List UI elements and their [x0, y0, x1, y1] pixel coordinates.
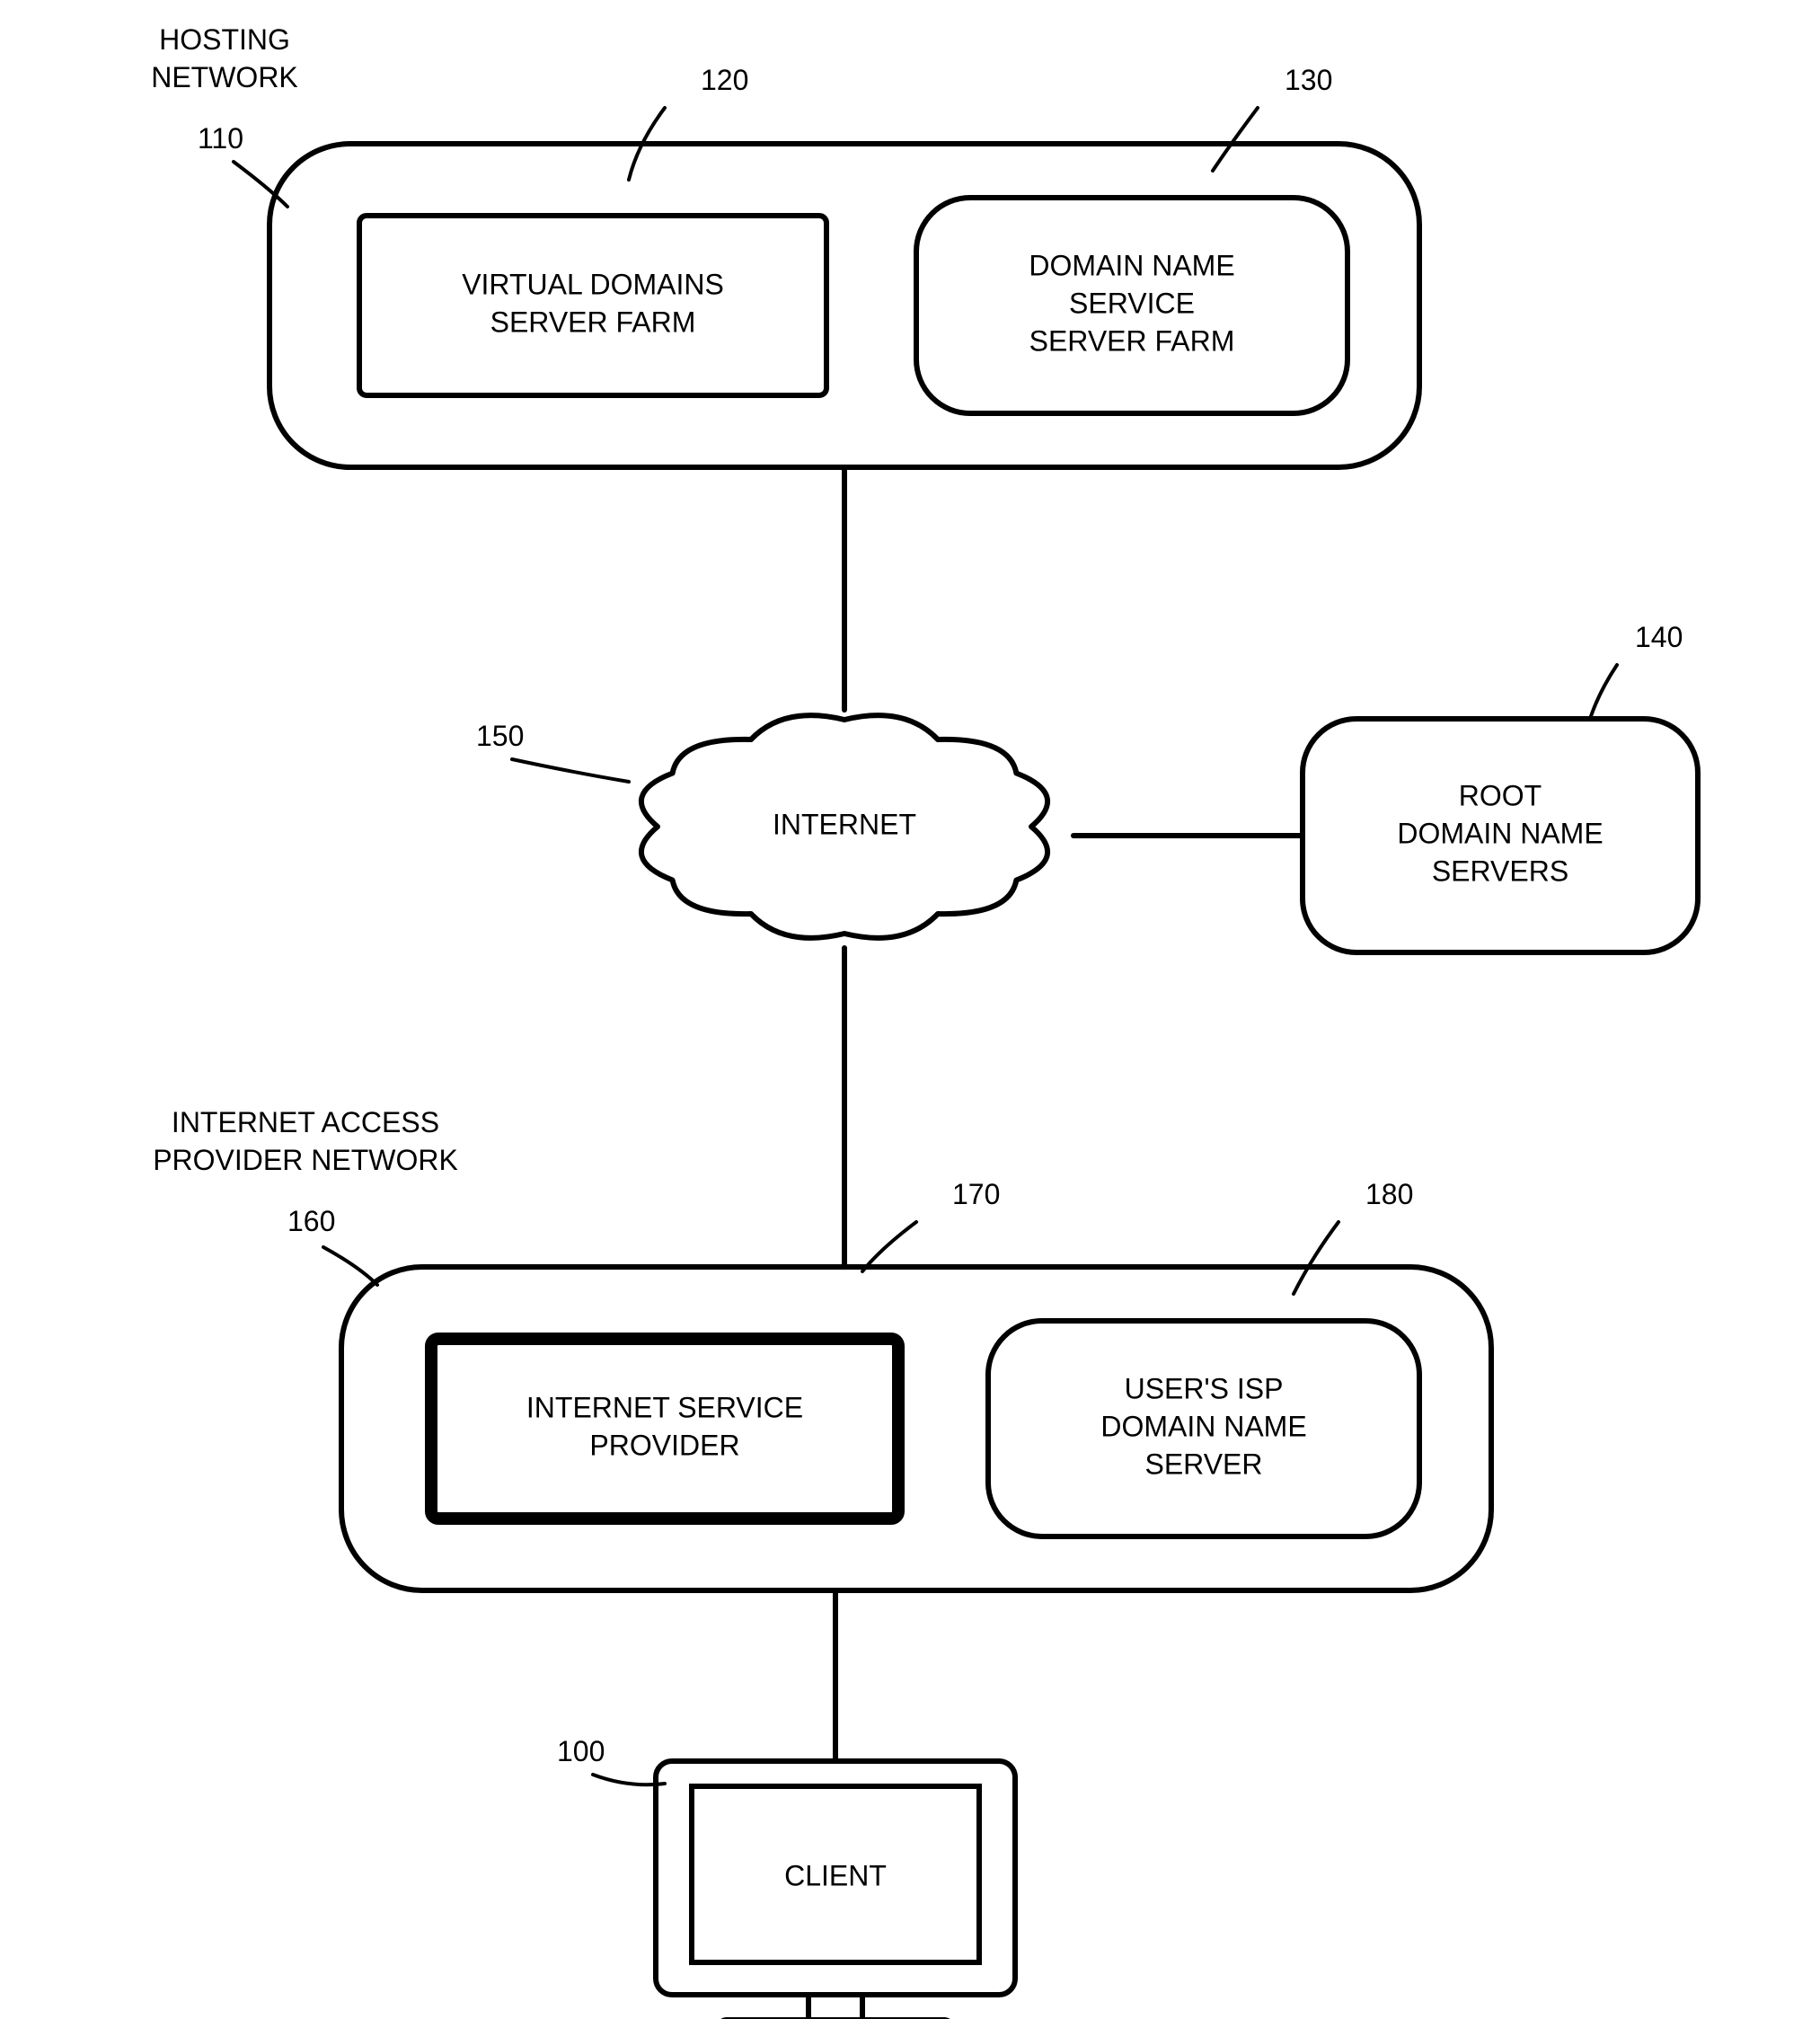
node-internet_cloud: INTERNET: [641, 715, 1047, 938]
node-isp: INTERNET SERVICE PROVIDER: [431, 1339, 898, 1519]
svg-text:CLIENT: CLIENT: [784, 1859, 887, 1891]
node-user_isp_dns: USER'S ISP DOMAIN NAME SERVER: [988, 1321, 1419, 1536]
svg-text:NETWORK: NETWORK: [151, 61, 298, 93]
svg-text:USER'S ISP: USER'S ISP: [1125, 1372, 1284, 1404]
svg-text:HOSTING: HOSTING: [159, 23, 290, 56]
svg-text:INTERNET ACCESS: INTERNET ACCESS: [172, 1106, 439, 1138]
svg-text:130: 130: [1285, 64, 1332, 96]
svg-text:PROVIDER: PROVIDER: [589, 1429, 739, 1461]
svg-text:INTERNET: INTERNET: [773, 808, 916, 840]
svg-text:SERVICE: SERVICE: [1069, 287, 1195, 319]
svg-text:VIRTUAL DOMAINS: VIRTUAL DOMAINS: [462, 268, 724, 300]
svg-text:SERVER FARM: SERVER FARM: [490, 306, 696, 338]
svg-text:SERVER FARM: SERVER FARM: [1029, 324, 1235, 357]
svg-text:ROOT: ROOT: [1459, 779, 1542, 811]
node-client_monitor: CLIENT: [656, 1761, 1015, 2019]
svg-text:PROVIDER NETWORK: PROVIDER NETWORK: [153, 1144, 458, 1176]
svg-text:100: 100: [557, 1735, 605, 1767]
svg-text:160: 160: [287, 1205, 335, 1237]
svg-text:DOMAIN NAME: DOMAIN NAME: [1100, 1410, 1306, 1442]
node-root_dns: ROOT DOMAIN NAME SERVERS: [1303, 719, 1698, 952]
svg-text:110: 110: [198, 122, 243, 155]
svg-text:140: 140: [1635, 621, 1683, 653]
svg-text:INTERNET SERVICE: INTERNET SERVICE: [526, 1391, 803, 1423]
svg-text:SERVER: SERVER: [1144, 1448, 1262, 1480]
network-diagram: VIRTUAL DOMAINS SERVER FARM DOMAIN NAME SER…: [0, 0, 1820, 2019]
svg-text:120: 120: [701, 64, 748, 96]
svg-text:DOMAIN NAME: DOMAIN NAME: [1397, 817, 1603, 849]
svg-text:180: 180: [1365, 1178, 1413, 1210]
svg-text:170: 170: [952, 1178, 1000, 1210]
node-dns_server_farm: DOMAIN NAME SERVICE SERVER FARM: [916, 198, 1347, 413]
svg-text:150: 150: [476, 720, 524, 752]
svg-text:DOMAIN NAME: DOMAIN NAME: [1029, 249, 1234, 281]
node-virtual_domains: VIRTUAL DOMAINS SERVER FARM: [359, 216, 826, 395]
svg-text:SERVERS: SERVERS: [1432, 855, 1568, 887]
